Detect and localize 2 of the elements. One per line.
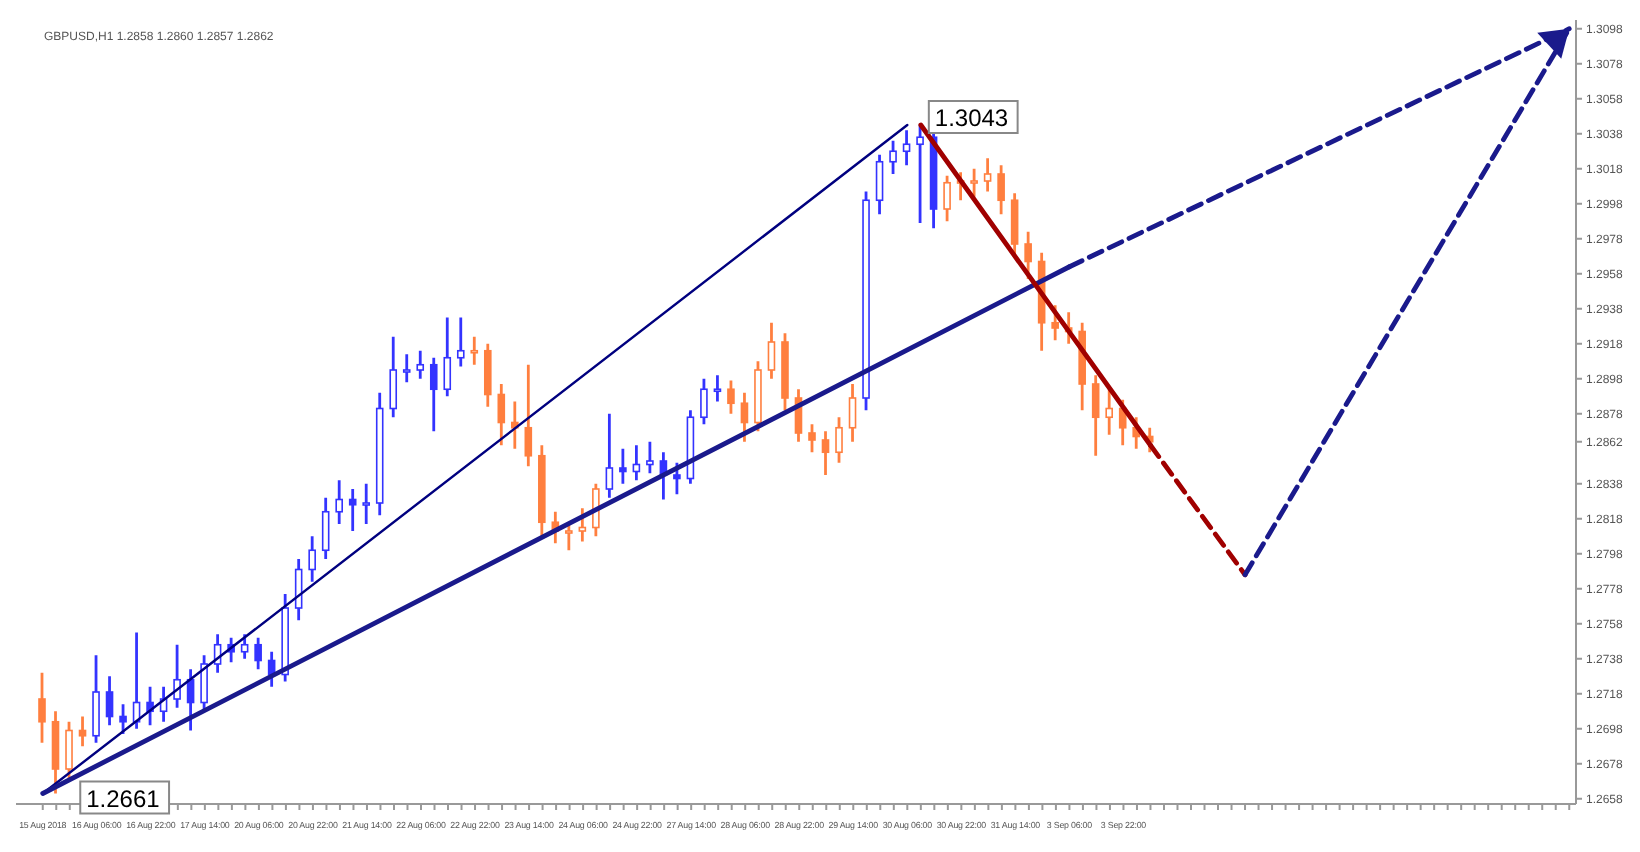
annotation: 1.3043: [934, 104, 1009, 132]
annotation: 1.2661: [86, 784, 161, 813]
